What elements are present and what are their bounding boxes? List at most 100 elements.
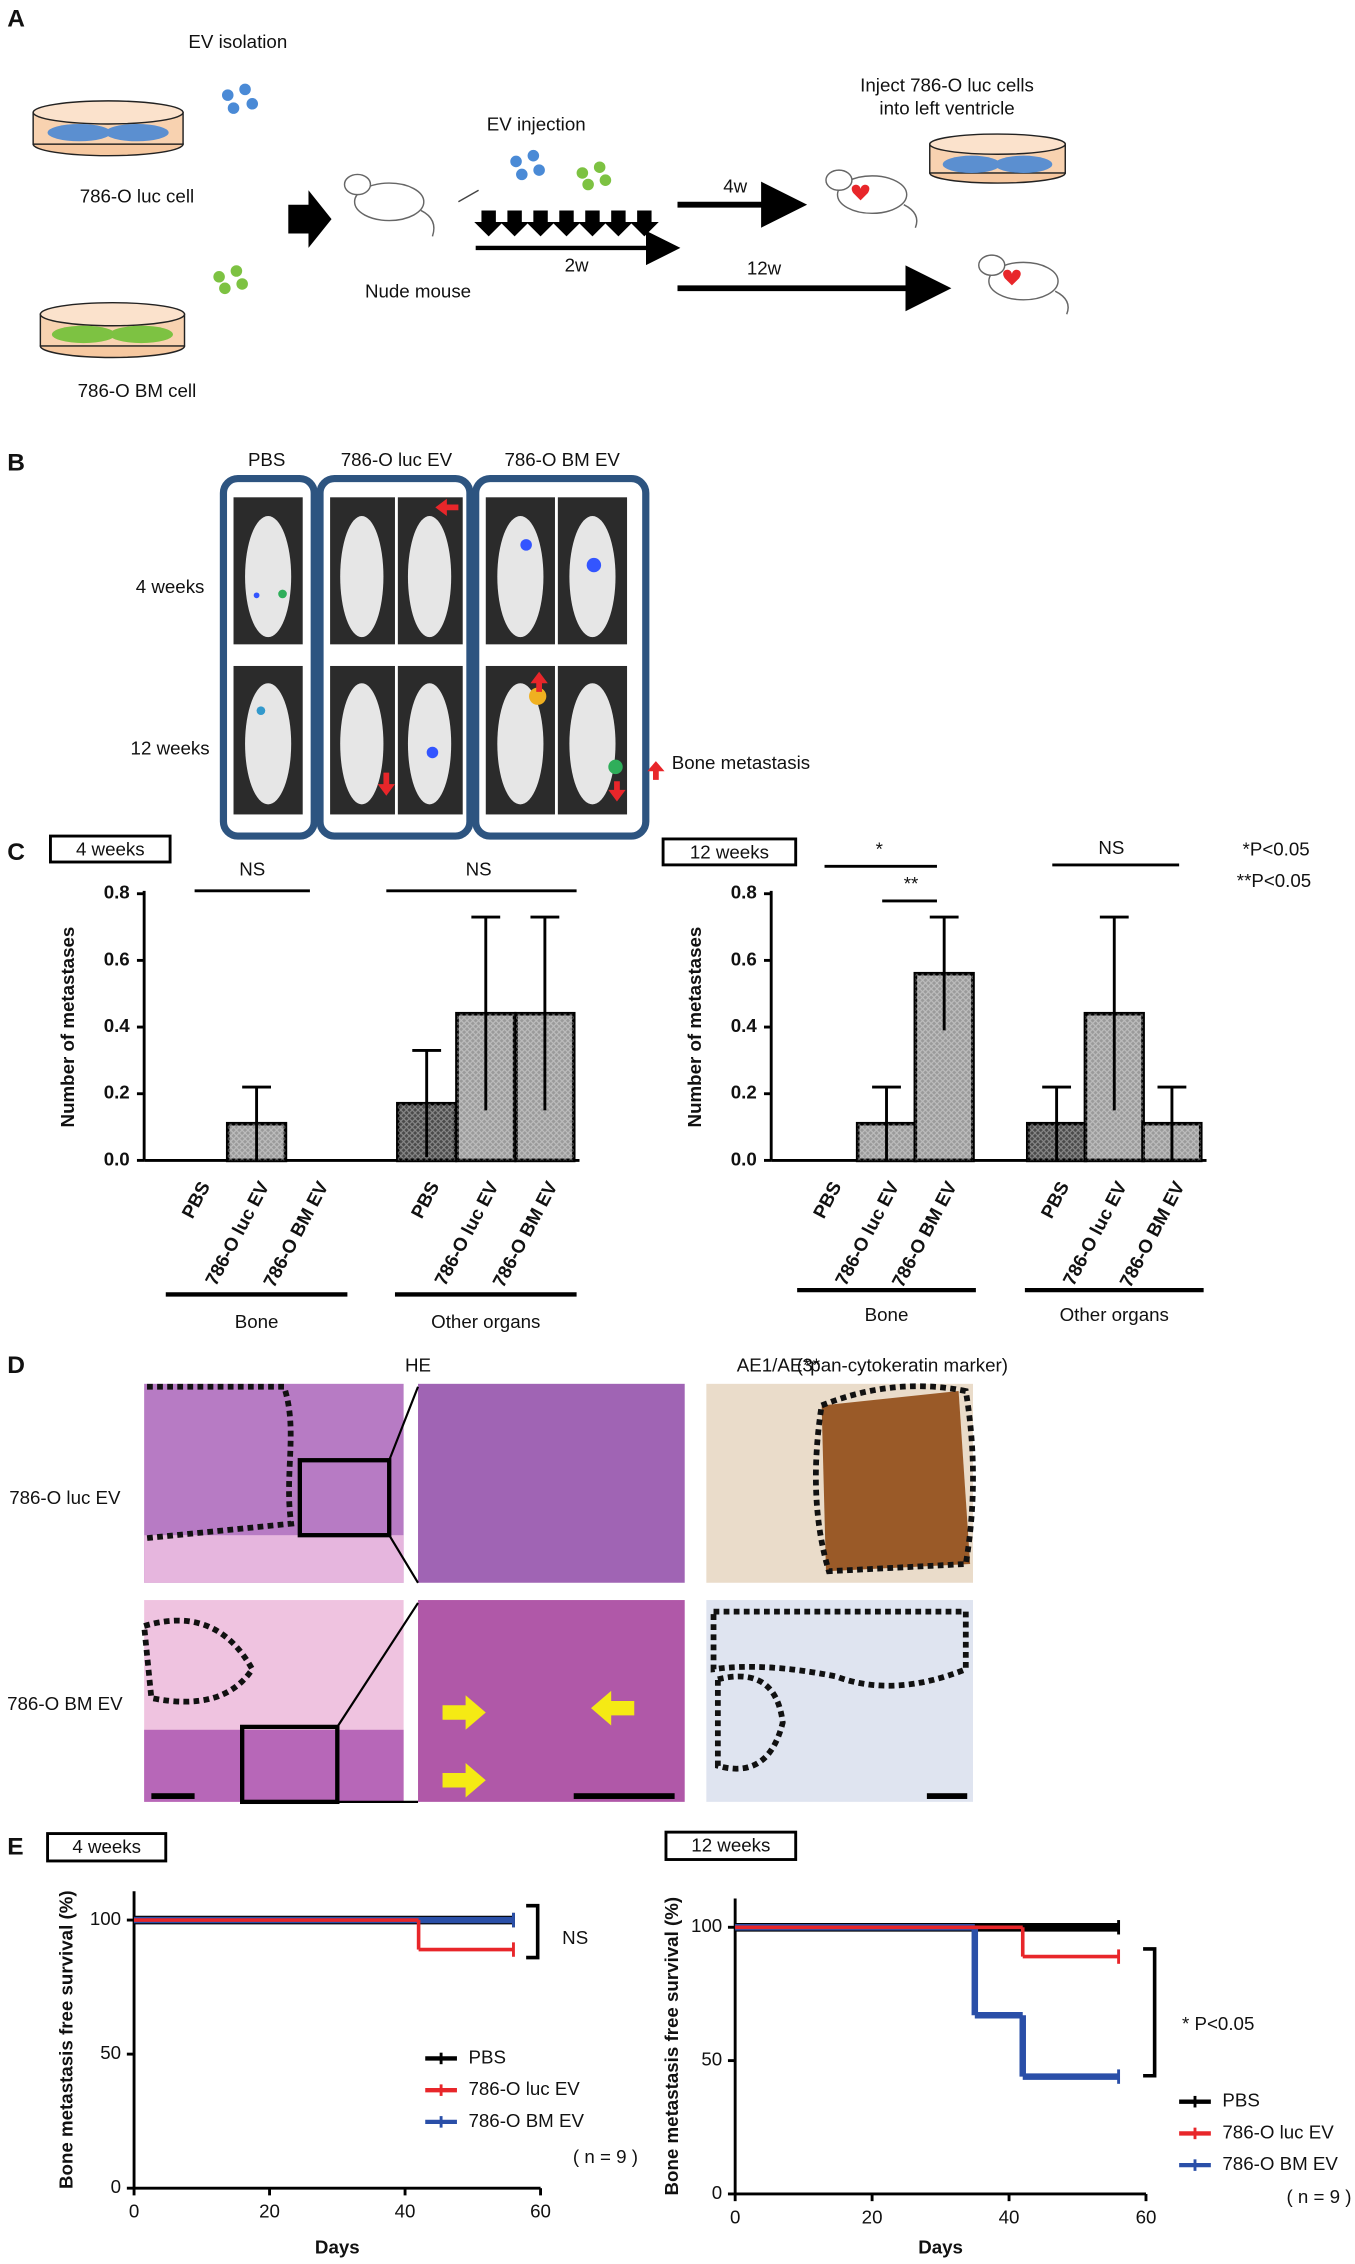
group-frame [472, 474, 650, 840]
panel-label: A [7, 6, 25, 33]
yellow-arrows [442, 1690, 635, 1798]
y-tick-label: 100 [691, 1915, 722, 1936]
scale-bar [573, 1793, 675, 1799]
error-bar [1157, 1085, 1187, 1161]
error-bar [929, 915, 959, 1031]
group-label: Bone [235, 1311, 279, 1332]
significance-label: ** [904, 873, 919, 894]
mouse [825, 169, 918, 229]
legend-label: 786-O BM EV [1222, 2153, 1338, 2174]
label: 4w [723, 175, 747, 196]
title-box [46, 1832, 168, 1863]
signals [253, 539, 623, 775]
error-bar [872, 1085, 901, 1161]
label: 786-O luc cell [80, 185, 194, 206]
p-note: **P<0.05 [1237, 870, 1311, 891]
x-tick-label: 786-O BM EV [488, 1177, 561, 1290]
y-tick-label: 0 [712, 2182, 722, 2203]
chart-title: 4 weeks [76, 838, 145, 859]
label: 12w [747, 258, 782, 279]
y-tick-label: 0.4 [731, 1015, 758, 1036]
histology [144, 1729, 404, 1802]
legend-label: 786-O luc EV [1222, 2121, 1334, 2142]
group-label: Other organs [431, 1311, 540, 1332]
x-tick-label: PBS [177, 1178, 214, 1222]
arrow [288, 190, 332, 248]
error-bar [530, 915, 560, 1111]
significance-label: NS [562, 1927, 588, 1948]
error-bar [412, 1048, 442, 1158]
x-axis-label: Days [315, 2237, 360, 2258]
y-axis-label: Number of metastases [57, 927, 78, 1128]
group-frame [316, 474, 474, 840]
title-box [664, 1830, 798, 1861]
ev-dots [221, 83, 259, 114]
sample-size: ( n = 9 ) [1286, 2186, 1351, 2207]
label: Inject 786-O luc cells [860, 74, 1034, 95]
outline [141, 1383, 976, 1772]
x-tick-label: 40 [395, 2201, 416, 2222]
x-tick-label: 40 [999, 2206, 1020, 2227]
label: EV isolation [188, 31, 287, 52]
title-box [661, 837, 798, 867]
x-tick-label: PBS [407, 1178, 444, 1222]
injection-arrows [474, 210, 659, 237]
significance-label: NS [466, 859, 492, 880]
chart-title: 4 weeks [72, 1836, 141, 1857]
p-note: *P<0.05 [1243, 838, 1310, 859]
column-label: PBS [248, 449, 285, 470]
legend-label: PBS [1222, 2090, 1259, 2111]
label: Nude mouse [365, 281, 471, 302]
histology [706, 1600, 974, 1802]
x-tick-label: 0 [730, 2206, 740, 2227]
y-tick-label: 0.6 [731, 948, 757, 969]
y-tick-label: 0 [111, 2176, 121, 2197]
bracket [1143, 1947, 1157, 2078]
y-tick-label: 0.6 [104, 948, 130, 969]
label: 786-O BM cell [78, 380, 197, 401]
group-label: Other organs [1060, 1304, 1169, 1325]
panel-label: E [7, 1833, 23, 1860]
significance-label: * [876, 838, 883, 859]
label: 2w [565, 255, 589, 276]
row-label: 12 weeks [131, 738, 210, 759]
panel-a: EV isolation 786-O luc cell 786-O BM cel… [32, 31, 1069, 401]
row-label: 4 weeks [136, 576, 205, 597]
y-tick-label: 0.0 [104, 1148, 130, 1169]
panel-label: C [7, 839, 25, 866]
label: EV injection [487, 113, 586, 134]
panel-d: HE AE1/AE3* (*pan-cytokeratin marker) 78… [7, 1354, 1008, 1805]
error-bar [1042, 1085, 1072, 1161]
histology [144, 1535, 404, 1583]
sample-size: ( n = 9 ) [573, 2146, 638, 2167]
y-tick-label: 0.4 [104, 1015, 131, 1036]
x-tick-label: 20 [259, 2201, 280, 2222]
panel-b: PBS 786-O luc EV 786-O BM EV 4 weeks 12 … [131, 449, 810, 840]
dish [929, 133, 1066, 184]
mouse-silhouettes [245, 516, 616, 805]
label: into left ventricle [879, 98, 1014, 119]
legend-label: 786-O luc EV [468, 2078, 580, 2099]
significance-label: NS [1098, 837, 1124, 858]
histology [418, 1600, 685, 1802]
group-frame [219, 474, 318, 840]
column-label: 786-O luc EV [341, 449, 453, 470]
significance-label: NS [239, 859, 265, 880]
y-tick-label: 0.2 [731, 1082, 757, 1103]
scale-bar [151, 1793, 195, 1799]
legend-label: 786-O BM EV [468, 2110, 584, 2131]
x-tick-label: 0 [129, 2201, 139, 2222]
x-tick-label: 60 [1136, 2206, 1157, 2227]
dish [32, 100, 184, 157]
histology [821, 1391, 971, 1572]
ev-dots [576, 161, 612, 191]
column-label: 786-O BM EV [504, 449, 620, 470]
row-label: 786-O BM EV [7, 1693, 123, 1714]
x-tick-label: 60 [530, 2201, 551, 2222]
mouse [343, 173, 479, 237]
legend-label: PBS [468, 2046, 505, 2067]
ev-dots [213, 265, 248, 295]
ev-dots [510, 149, 545, 181]
x-axis-label: Days [918, 2237, 963, 2258]
